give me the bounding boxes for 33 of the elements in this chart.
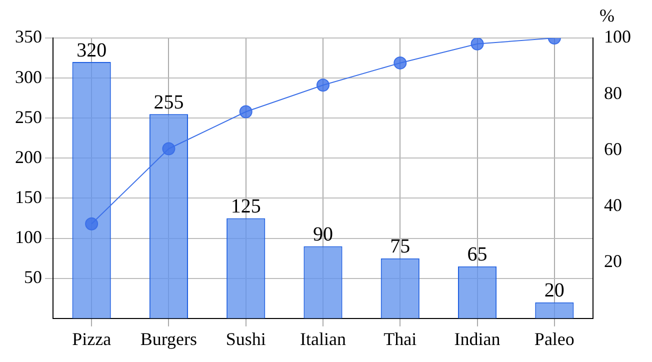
x-tick-label: Burgers bbox=[140, 328, 198, 349]
data-label: 320 bbox=[76, 39, 107, 62]
x-tick-label: Italian bbox=[300, 328, 346, 349]
x-tick-label: Thai bbox=[384, 328, 417, 349]
y2-tick-label: 20 bbox=[604, 251, 622, 272]
y-tick-label: 100 bbox=[15, 227, 42, 248]
x-tick-label: Pizza bbox=[72, 328, 112, 349]
data-label: 65 bbox=[467, 244, 488, 266]
y-tick-label: 300 bbox=[15, 66, 42, 87]
y2-axis-title: % bbox=[600, 6, 614, 26]
y-tick-label: 350 bbox=[15, 26, 42, 47]
x-tick-label: Sushi bbox=[226, 328, 266, 349]
y-tick-label: 200 bbox=[15, 146, 42, 167]
y-tick-label: 50 bbox=[24, 267, 42, 288]
data-label: 75 bbox=[390, 236, 410, 258]
y2-tick-label: 60 bbox=[604, 138, 622, 159]
x-tick-label: Indian bbox=[454, 328, 500, 349]
point bbox=[394, 56, 407, 70]
x-tick-label: Paleo bbox=[534, 328, 574, 349]
point bbox=[470, 38, 484, 50]
point bbox=[239, 105, 252, 118]
data-label: 125 bbox=[230, 196, 261, 218]
y2-tick-label: 100 bbox=[604, 26, 631, 47]
point bbox=[85, 217, 98, 230]
y-tick-label: 150 bbox=[15, 186, 42, 207]
data-label: 90 bbox=[313, 224, 333, 246]
point bbox=[316, 78, 330, 92]
y-tick-label: 250 bbox=[15, 106, 42, 127]
data-label: 255 bbox=[154, 91, 184, 114]
y2-tick-label: 80 bbox=[604, 82, 622, 103]
data-label: 20 bbox=[544, 280, 564, 302]
y2-tick-label: 40 bbox=[604, 194, 622, 215]
point bbox=[162, 142, 176, 156]
